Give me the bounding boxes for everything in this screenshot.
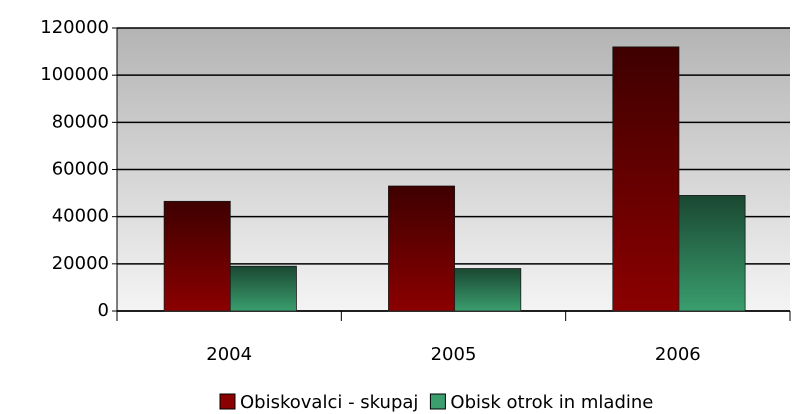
y-tick-label: 0 <box>98 300 109 321</box>
x-tick-label: 2005 <box>431 344 477 365</box>
bar-shade <box>678 195 746 311</box>
legend-label: Obiskovalci - skupaj <box>240 392 418 413</box>
x-tick-label: 2004 <box>206 344 252 365</box>
legend-label: Obisk otrok in mladine <box>450 392 653 413</box>
legend-swatch <box>429 393 446 410</box>
bar-shade <box>612 46 679 311</box>
bar-shade <box>164 201 231 311</box>
legend-swatch <box>219 393 236 410</box>
y-tick-label: 80000 <box>52 111 109 132</box>
y-tick-label: 40000 <box>52 206 109 227</box>
x-tick-label: 2006 <box>655 344 701 365</box>
bar-shade <box>454 268 521 311</box>
bar-shade <box>388 186 455 311</box>
y-tick-label: 100000 <box>40 64 109 85</box>
bar-shade <box>230 266 297 311</box>
y-tick-label: 60000 <box>52 159 109 180</box>
y-tick-label: 120000 <box>40 17 109 38</box>
y-tick-label: 20000 <box>52 253 109 274</box>
